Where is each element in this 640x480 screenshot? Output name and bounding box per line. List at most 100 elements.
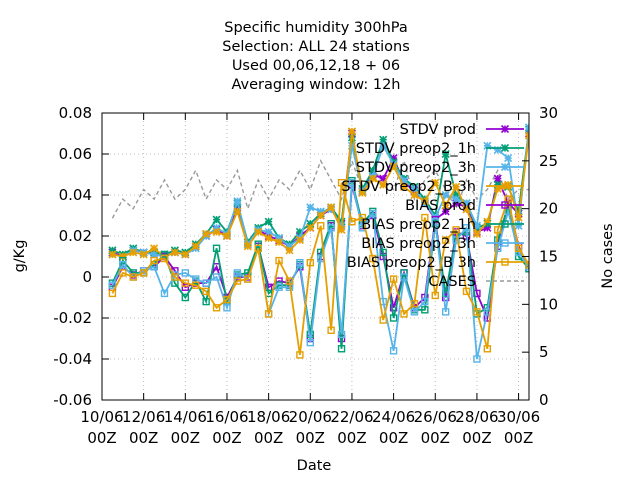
data-point xyxy=(296,258,304,267)
data-point xyxy=(233,197,242,206)
x-tick-label: 10/06 xyxy=(80,408,123,426)
legend-label: BIAS preop2_1h xyxy=(361,217,476,233)
data-point xyxy=(389,347,398,355)
data-point xyxy=(327,224,335,232)
legend-label: STDV preop2_B 3h xyxy=(341,179,476,195)
legend-label: CASES xyxy=(428,274,476,290)
data-point xyxy=(212,244,221,253)
x-tick-label-hour: 00Z xyxy=(254,429,283,447)
data-point xyxy=(264,310,273,318)
title-line: Specific humidity 300hPa xyxy=(224,20,408,36)
data-point xyxy=(160,250,169,259)
legend: STDV prod STDV preop2_1h STDV preop2_3h STD… xyxy=(341,122,524,290)
data-point xyxy=(452,195,461,204)
data-point xyxy=(150,250,159,259)
data-point xyxy=(181,279,190,287)
data-point xyxy=(524,131,529,140)
data-point xyxy=(389,275,398,283)
data-point xyxy=(327,219,335,228)
x-tick-label: 18/06 xyxy=(247,408,290,426)
data-point xyxy=(160,254,169,263)
data-point xyxy=(494,226,502,234)
data-point xyxy=(108,281,117,289)
legend-label: BIAS preop2_B 3h xyxy=(347,255,476,271)
y2-tick-label: 0 xyxy=(539,391,549,409)
data-point xyxy=(494,244,502,253)
data-point xyxy=(500,181,510,191)
data-point xyxy=(337,178,346,187)
series-bias-preop2-b-3h xyxy=(108,178,529,359)
data-point xyxy=(421,306,429,314)
y2-tick-label: 30 xyxy=(539,104,558,122)
data-point xyxy=(473,355,481,363)
x-tick-label: 24/06 xyxy=(372,408,415,426)
data-point xyxy=(504,154,513,163)
data-point xyxy=(399,182,409,191)
data-point xyxy=(462,224,471,232)
data-point xyxy=(462,205,471,214)
data-point xyxy=(202,287,210,296)
data-point xyxy=(327,203,336,212)
data-point xyxy=(500,124,510,134)
data-point xyxy=(441,293,450,302)
data-point xyxy=(514,213,523,222)
data-point xyxy=(306,258,314,267)
data-point xyxy=(317,222,325,230)
data-point xyxy=(400,269,408,277)
data-point xyxy=(358,188,367,198)
data-point xyxy=(379,180,388,189)
data-point xyxy=(233,207,242,216)
data-point xyxy=(254,227,263,236)
data-point xyxy=(108,289,117,298)
data-point xyxy=(514,244,523,253)
data-point xyxy=(389,314,398,322)
data-point xyxy=(191,242,200,251)
data-point xyxy=(223,304,231,312)
y2-axis-label: No cases xyxy=(600,223,616,288)
data-point xyxy=(264,217,273,226)
data-point xyxy=(170,248,179,257)
x-tick-label: 16/06 xyxy=(205,408,248,426)
y-tick-label: -0.06 xyxy=(53,391,92,409)
data-point xyxy=(368,174,377,183)
x-tick-label-hour: 00Z xyxy=(296,429,325,447)
y2-tick-label: 15 xyxy=(539,248,558,266)
y-tick-label: 0.04 xyxy=(59,186,92,204)
data-point xyxy=(348,178,356,187)
data-point xyxy=(192,281,200,289)
data-point xyxy=(421,297,429,306)
data-point xyxy=(410,299,419,308)
data-point xyxy=(501,201,509,209)
y-tick-label: 0.06 xyxy=(59,145,92,163)
data-point xyxy=(181,283,190,291)
data-point xyxy=(285,246,294,255)
data-point xyxy=(264,227,273,236)
data-point xyxy=(410,184,419,193)
data-point xyxy=(202,297,210,306)
data-point xyxy=(274,238,284,247)
data-point xyxy=(337,330,346,339)
data-point xyxy=(358,213,367,222)
data-point xyxy=(337,345,346,353)
x-axis-label: Date xyxy=(297,458,332,474)
legend-label: STDV preop2_1h xyxy=(356,141,476,157)
data-point xyxy=(295,236,304,245)
data-point xyxy=(348,217,356,226)
title-line: Used 00,06,12,18 + 06 xyxy=(232,58,400,74)
data-point xyxy=(524,123,529,132)
data-point xyxy=(296,351,304,359)
data-point xyxy=(171,273,179,281)
data-point xyxy=(501,239,509,247)
x-tick-label-hour: 00Z xyxy=(87,429,116,447)
data-point xyxy=(441,308,450,316)
x-tick-label: 20/06 xyxy=(289,408,332,426)
data-point xyxy=(452,182,461,191)
data-point xyxy=(108,250,117,259)
y-tick-label: -0.04 xyxy=(53,350,92,368)
data-point xyxy=(275,283,283,291)
data-point xyxy=(400,273,408,281)
data-point xyxy=(285,277,294,285)
y2-tick-label: 10 xyxy=(539,295,558,313)
data-point xyxy=(244,275,252,283)
